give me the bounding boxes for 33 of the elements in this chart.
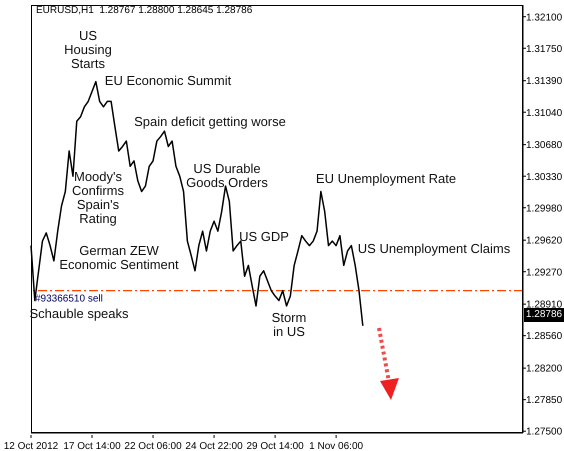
annotation: Storm in US — [272, 310, 306, 339]
x-tick-label: 1 Nov 06:00 — [309, 441, 364, 451]
y-tick-label: 1.32100 — [526, 12, 563, 24]
annotation: Moody's Confirms Spain's Rating — [72, 169, 124, 226]
annotation: US Durable Goods Orders — [186, 161, 268, 190]
y-tick-label: 1.30680 — [526, 140, 563, 152]
annotation: US Unemployment Claims — [358, 241, 510, 256]
y-tick-label: 1.28910 — [526, 300, 563, 311]
annotation: EU Unemployment Rate — [316, 171, 456, 186]
x-tick-label: 24 Oct 22:00 — [185, 441, 244, 451]
y-tick-label: 1.29270 — [526, 267, 563, 278]
y-tick-label: 1.27850 — [526, 395, 563, 406]
annotation: German ZEW Economic Sentiment — [59, 243, 179, 272]
x-tick-label: 29 Oct 14:00 — [246, 441, 304, 451]
x-tick-label: 12 Oct 2012 — [4, 441, 59, 451]
text: 1.28786 — [524, 308, 564, 322]
y-tick-label: 1.31040 — [526, 108, 563, 119]
chart-title: EURUSD,H1 1.28767 1.28800 1.28645 1.28786 — [36, 5, 252, 16]
x-tick-label: 17 Oct 14:00 — [63, 441, 122, 451]
ref-line-label: #93366510 sell — [35, 294, 103, 305]
annotation: EU Economic Summit — [104, 73, 232, 88]
y-tick-label: 1.28560 — [526, 331, 563, 342]
y-tick-label: 1.31750 — [526, 44, 563, 55]
y-tick-label: 1.31390 — [526, 76, 563, 88]
annotation: US GDP — [239, 229, 289, 244]
annotation: US Housing Starts — [64, 28, 112, 71]
y-tick-label: 1.27500 — [526, 426, 563, 438]
y-tick-label: 1.28200 — [526, 364, 563, 375]
annotation: Spain deficit getting worse — [134, 114, 286, 129]
x-tick-label: 22 Oct 06:00 — [124, 441, 182, 451]
y-tick-label: 1.29980 — [526, 203, 563, 214]
y-tick-label: 1.29620 — [526, 236, 563, 247]
y-tick-label: 1.30330 — [526, 172, 563, 183]
